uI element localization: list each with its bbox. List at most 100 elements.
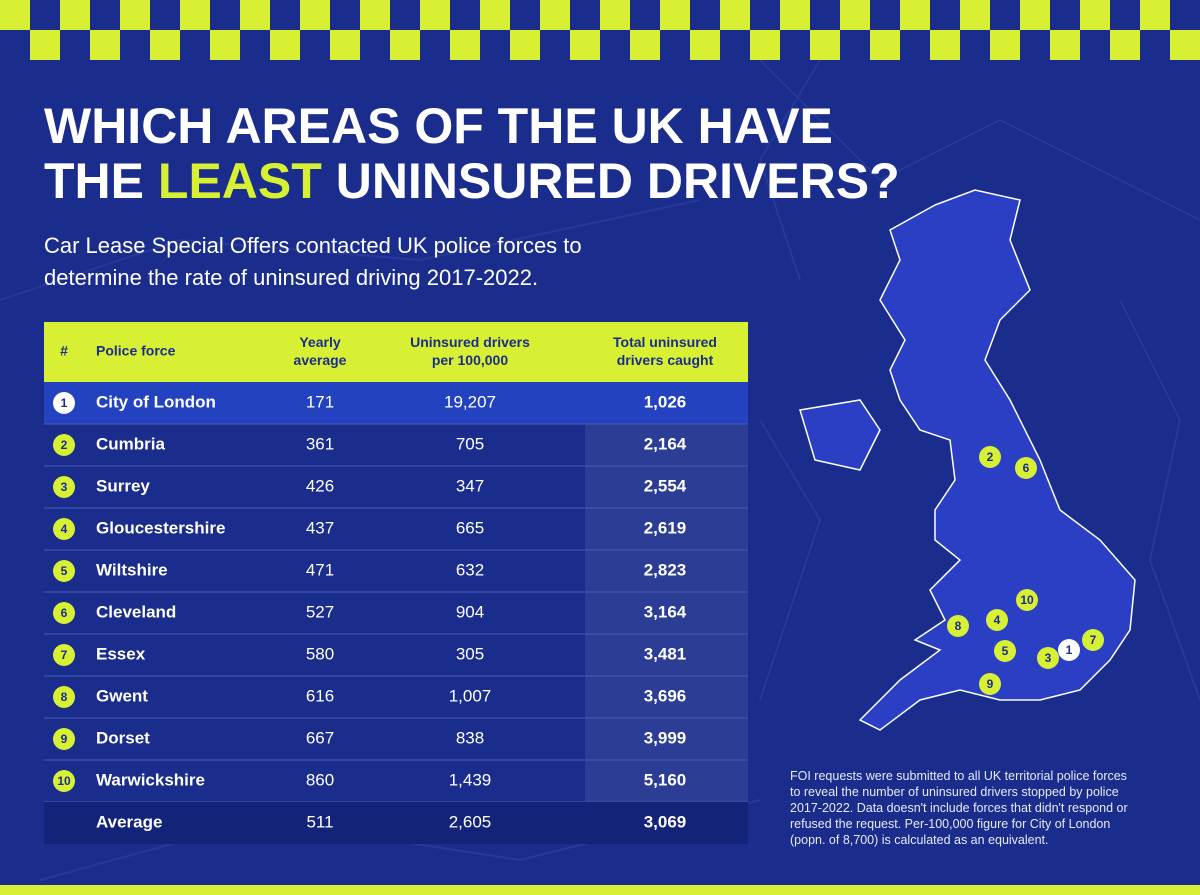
cell: Cumbria xyxy=(96,434,166,453)
cell: 426 xyxy=(306,476,334,495)
checker xyxy=(450,30,480,60)
checker xyxy=(780,0,810,30)
checker xyxy=(120,0,150,30)
average-cell: 2,605 xyxy=(449,812,492,831)
cell: Cleveland xyxy=(96,602,176,621)
checker xyxy=(600,0,630,30)
rank: 4 xyxy=(61,522,68,536)
cell: Dorset xyxy=(96,728,150,747)
map-marker-label: 7 xyxy=(1090,633,1097,647)
checker xyxy=(1110,30,1140,60)
checker xyxy=(1020,0,1050,30)
title-part: THE xyxy=(44,153,144,209)
cell: 3,999 xyxy=(644,728,687,747)
map-marker xyxy=(986,609,1008,631)
checker xyxy=(720,0,750,30)
checker xyxy=(930,30,960,60)
column-header: Police force xyxy=(96,343,176,359)
map-marker-label: 3 xyxy=(1045,651,1052,665)
rank-badge xyxy=(53,644,75,666)
cell: Gloucestershire xyxy=(96,518,225,537)
map-marker xyxy=(979,446,1001,468)
column-header: Total uninsured drivers caught xyxy=(613,334,717,368)
map-marker-label: 9 xyxy=(987,677,994,691)
cell: 2,554 xyxy=(644,476,687,495)
rank: 9 xyxy=(61,732,68,746)
cell: 527 xyxy=(306,602,334,621)
cell: 705 xyxy=(456,434,484,453)
title-highlight: LEAST xyxy=(158,153,322,209)
uk-map xyxy=(799,189,1136,731)
cell: 305 xyxy=(456,644,484,663)
rank-badge xyxy=(53,728,75,750)
map-marker-label: 5 xyxy=(1002,644,1009,658)
map-marker xyxy=(1058,639,1080,661)
rank: 1 xyxy=(61,396,68,410)
rank: 3 xyxy=(61,480,68,494)
map-marker-label: 4 xyxy=(994,613,1001,627)
rank-badge xyxy=(53,686,75,708)
checker xyxy=(360,0,390,30)
checker xyxy=(270,30,300,60)
rank-badge xyxy=(53,518,75,540)
average-cell: 511 xyxy=(306,812,333,831)
title-part: UNINSURED DRIVERS? xyxy=(336,153,900,209)
checker xyxy=(210,30,240,60)
checker xyxy=(960,0,990,30)
cell: 665 xyxy=(456,518,484,537)
cell: 3,696 xyxy=(644,686,687,705)
checker xyxy=(90,30,120,60)
cell: 2,164 xyxy=(644,434,687,453)
cell: Essex xyxy=(96,644,146,663)
checker xyxy=(750,30,780,60)
cell: 632 xyxy=(456,560,484,579)
cell: 3,481 xyxy=(644,644,687,663)
rank-badge xyxy=(53,560,75,582)
rank: 10 xyxy=(57,774,71,788)
cell: City of London xyxy=(96,392,216,411)
cell: 2,823 xyxy=(644,560,687,579)
checker xyxy=(540,0,570,30)
checker xyxy=(300,0,330,30)
cell: 667 xyxy=(306,728,334,747)
cell: 1,007 xyxy=(449,686,492,705)
map-marker-label: 6 xyxy=(1023,461,1030,475)
average-row xyxy=(44,802,748,844)
map-marker xyxy=(1016,589,1038,611)
checker xyxy=(510,30,540,60)
checker xyxy=(900,0,930,30)
checker xyxy=(180,0,210,30)
cell: 437 xyxy=(306,518,334,537)
rank: 5 xyxy=(61,564,68,578)
cell: 361 xyxy=(306,434,334,453)
cell: 580 xyxy=(306,644,334,663)
checker xyxy=(0,0,30,30)
rank: 7 xyxy=(61,648,68,662)
checker xyxy=(570,30,600,60)
rank-badge xyxy=(53,434,75,456)
checker xyxy=(840,0,870,30)
map-marker xyxy=(947,615,969,637)
column-header-line: average xyxy=(294,352,347,368)
column-header-line: drivers caught xyxy=(617,352,714,368)
checker xyxy=(1170,30,1200,60)
cell: 860 xyxy=(306,770,334,789)
checker xyxy=(240,0,270,30)
bottom-strip xyxy=(0,885,1200,895)
average-cell: 3,069 xyxy=(644,812,687,831)
highlight-row xyxy=(44,382,748,424)
map-marker-label: 1 xyxy=(1066,643,1073,657)
cell: 616 xyxy=(306,686,334,705)
rank-badge xyxy=(53,392,75,414)
cell: 904 xyxy=(456,602,484,621)
cell: 1,439 xyxy=(449,770,492,789)
checker xyxy=(420,0,450,30)
cell: 1,026 xyxy=(644,392,687,411)
checker xyxy=(60,0,90,30)
map-marker-label: 2 xyxy=(987,450,994,464)
column-header-line: per 100,000 xyxy=(432,352,508,368)
map-marker-label: 8 xyxy=(955,619,962,633)
title-line: THE LEAST UNINSURED DRIVERS? xyxy=(44,153,900,209)
